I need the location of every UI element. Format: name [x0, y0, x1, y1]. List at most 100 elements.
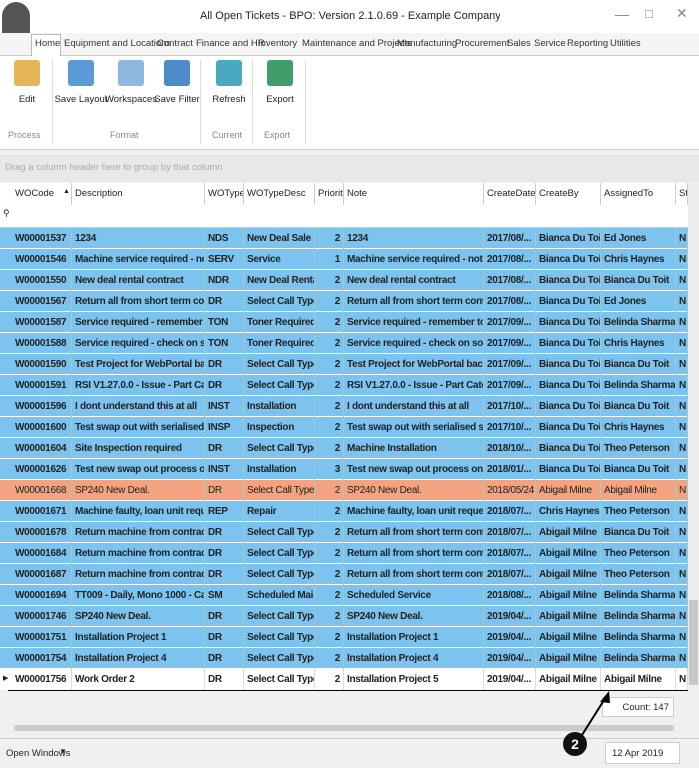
v-scrollbar[interactable]: [688, 183, 699, 688]
column-header[interactable]: CreateBy: [536, 183, 601, 205]
column-header[interactable]: WOCode: [12, 183, 72, 205]
grid-cell: 2: [315, 312, 344, 333]
grid-row[interactable]: [0, 270, 688, 291]
minimize[interactable]: —: [615, 6, 629, 22]
grid-row[interactable]: [0, 375, 688, 396]
grid-row[interactable]: [0, 627, 688, 648]
column-header[interactable]: Priority: [315, 183, 344, 205]
grid-cell: Installation Project 4: [344, 648, 484, 669]
grid-cell: 2: [315, 564, 344, 585]
ribbon-tab[interactable]: Maintenance and Projects: [302, 38, 412, 49]
grid-row[interactable]: [0, 585, 688, 606]
column-header[interactable]: AssignedTo: [601, 183, 676, 205]
open-windows[interactable]: Open Windows: [6, 748, 71, 759]
grid-cell: Bianca Du Toit: [536, 312, 601, 333]
grid-cell: Ed Jones: [601, 291, 676, 312]
grid-cell: I dont understand this at all: [72, 396, 205, 417]
ribbon-tab[interactable]: Utilities: [610, 38, 641, 49]
column-header[interactable]: WOType: [205, 183, 244, 205]
grid-cell: W00001591: [12, 375, 72, 396]
close[interactable]: ✕: [676, 5, 688, 21]
grid-cell: N: [676, 606, 688, 627]
ribbon-button[interactable]: Export: [253, 60, 307, 120]
ribbon-group-label: Format: [110, 130, 139, 140]
ribbon-tab[interactable]: Manufacturing: [397, 38, 458, 49]
grid-cell: Chris Haynes: [601, 249, 676, 270]
ribbon-button[interactable]: Save Layout: [54, 60, 108, 120]
grid-cell: New deal rental contract: [344, 270, 484, 291]
button-icon: [164, 60, 190, 86]
ribbon-button[interactable]: Refresh: [202, 60, 256, 120]
grid-cell: Chris Haynes: [536, 501, 601, 522]
filter-icon[interactable]: ⚲: [3, 208, 10, 218]
grid-cell: 1234: [344, 228, 484, 249]
sort-indicator[interactable]: ▲: [63, 188, 70, 195]
date-field[interactable]: 12 Apr 2019: [605, 742, 680, 764]
maximize[interactable]: □: [645, 6, 653, 21]
ribbon-tab[interactable]: Sales: [507, 38, 531, 49]
grid-row[interactable]: [0, 480, 688, 501]
ribbon-tab[interactable]: Inventory: [258, 38, 298, 49]
ribbon-tab[interactable]: Equipment and Locations: [64, 38, 172, 49]
column-header[interactable]: Description: [72, 183, 205, 205]
v-scroll-thumb[interactable]: [689, 600, 698, 685]
column-header[interactable]: Status: [676, 183, 688, 205]
group-panel: [0, 155, 699, 182]
grid-cell: Theo Peterson: [601, 543, 676, 564]
grid-row[interactable]: [0, 543, 688, 564]
ribbon-button[interactable]: Workspaces: [104, 60, 158, 120]
ribbon-tab[interactable]: Contract: [157, 38, 193, 49]
grid-row[interactable]: [0, 564, 688, 585]
grid-cell: Inspection: [244, 417, 315, 438]
grid-row[interactable]: [0, 438, 688, 459]
grid-cell: TON: [205, 312, 244, 333]
grid-cell: Bianca Du Toit: [601, 522, 676, 543]
grid-cell: Chris Haynes: [601, 417, 676, 438]
grid-row[interactable]: [0, 354, 688, 375]
grid-cell: Bianca Du Toit: [536, 459, 601, 480]
ribbon-button[interactable]: Save Filter: [150, 60, 204, 120]
grid-cell: INST: [205, 396, 244, 417]
grid-row[interactable]: [0, 522, 688, 543]
grid-cell: N: [676, 228, 688, 249]
grid-cell: N: [676, 333, 688, 354]
grid-cell: W00001600: [12, 417, 72, 438]
ribbon-tab[interactable]: Procurement: [455, 38, 510, 49]
grid-cell: Service required - check on som...: [344, 333, 484, 354]
grid-row[interactable]: [0, 333, 688, 354]
column-header[interactable]: WOTypeDesc: [244, 183, 315, 205]
column-header[interactable]: Note: [344, 183, 484, 205]
ribbon-button[interactable]: Edit: [0, 60, 54, 120]
grid-row[interactable]: [0, 501, 688, 522]
grid-row[interactable]: [0, 396, 688, 417]
ribbon-tab[interactable]: Home: [35, 38, 61, 49]
column-header[interactable]: CreateDate: [484, 183, 536, 205]
grid-cell: Theo Peterson: [601, 438, 676, 459]
grid-cell: Select Call Type: [244, 564, 315, 585]
ribbon-tab[interactable]: Reporting: [567, 38, 609, 49]
h-scroll-thumb[interactable]: [14, 725, 674, 731]
grid-row[interactable]: [0, 417, 688, 438]
grid-row[interactable]: [0, 648, 688, 669]
grid-cell: Theo Peterson: [601, 501, 676, 522]
grid-cell: Select Call Type: [244, 627, 315, 648]
grid-cell: 2017/08/...: [484, 228, 536, 249]
grid-cell: DR: [205, 669, 244, 690]
ribbon-tab[interactable]: Finance and HR: [196, 38, 265, 49]
grid-cell: Bianca Du Toit: [536, 291, 601, 312]
button-icon: [68, 60, 94, 86]
grid-row[interactable]: [0, 291, 688, 312]
grid-cell: Machine Installation: [344, 438, 484, 459]
grid-row[interactable]: [0, 606, 688, 627]
grid-row[interactable]: [0, 669, 688, 690]
grid-row[interactable]: [0, 312, 688, 333]
grid-row[interactable]: [0, 249, 688, 270]
grid-cell: Chris Haynes: [601, 333, 676, 354]
group-separator: [305, 60, 306, 144]
grid-row[interactable]: [0, 228, 688, 249]
grid-cell: Bianca Du Toit: [536, 333, 601, 354]
grid-cell: DR: [205, 627, 244, 648]
open-windows-arrow[interactable]: ▼: [59, 747, 67, 756]
ribbon-tab[interactable]: Service: [534, 38, 566, 49]
grid-row[interactable]: [0, 459, 688, 480]
